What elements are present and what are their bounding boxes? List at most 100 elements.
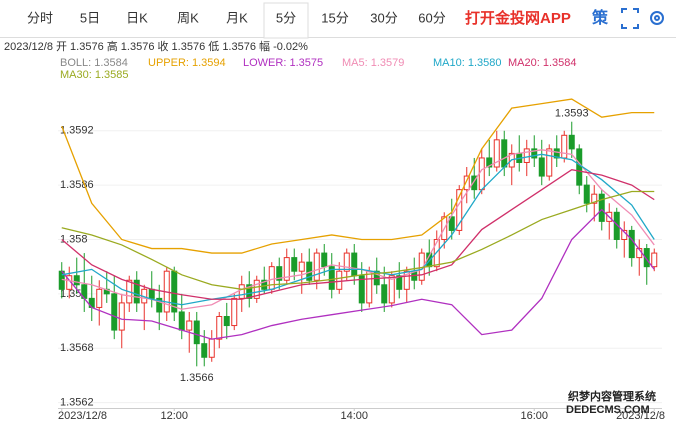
- tab-bar: [0, 0, 676, 38]
- candle-body: [531, 148, 538, 159]
- indicator-line: [61, 190, 655, 290]
- indicator-line: [61, 169, 655, 300]
- candle-body: [216, 315, 223, 340]
- indicator-line: [61, 208, 655, 340]
- candle-body: [501, 139, 508, 168]
- candle-body: [358, 275, 365, 304]
- candle-body: [261, 279, 268, 290]
- strategy-button[interactable]: 策: [591, 8, 609, 27]
- candle-body: [321, 252, 328, 268]
- candle-body: [96, 288, 103, 308]
- x-tick-label: 12:00: [160, 410, 188, 422]
- candle-body: [231, 297, 238, 327]
- indicator-line: [61, 153, 655, 306]
- candle-body: [133, 279, 140, 304]
- watermark: DEDECMS.COM: [566, 404, 650, 416]
- candle-body: [328, 266, 335, 290]
- annotation: 1.3593: [555, 108, 589, 120]
- x-tick-label: 16:00: [520, 410, 548, 422]
- plot-area: 1.3592 1.3586 1.358 1.357 1.3568 1.3562 2023/1…: [58, 98, 665, 422]
- candle-body: [351, 252, 358, 277]
- candle-body: [456, 189, 463, 231]
- x-tick-label: 14:00: [340, 410, 368, 422]
- candle-body: [73, 275, 80, 286]
- candle-body: [111, 293, 118, 331]
- candle-body: [208, 338, 215, 358]
- candle-body: [193, 320, 200, 345]
- candle-body: [343, 252, 350, 272]
- candle-body: [396, 275, 403, 290]
- candle-body: [651, 252, 658, 268]
- tab[interactable]: 5日: [80, 10, 100, 25]
- y-tick-label: 1.358: [60, 233, 88, 245]
- candle-body: [486, 157, 493, 168]
- y-tick-label: 1.357: [60, 288, 88, 300]
- candle-body: [148, 288, 155, 299]
- candle-body: [268, 266, 275, 290]
- tab[interactable]: 5分: [276, 10, 296, 25]
- candle-body: [538, 157, 545, 177]
- tab[interactable]: 分时: [27, 10, 53, 25]
- candle-body: [493, 139, 500, 168]
- candle-body: [283, 257, 290, 281]
- y-tick-label: 1.3586: [60, 179, 94, 191]
- candle-body: [201, 343, 208, 358]
- candle-body: [388, 275, 395, 304]
- candle-body: [448, 216, 455, 231]
- y-tick-label: 1.3568: [60, 342, 94, 354]
- candle-body: [561, 134, 568, 159]
- annotation: 1.3566: [180, 372, 214, 384]
- legend-entry: MA5: 1.3579: [342, 57, 404, 69]
- candle-body: [613, 211, 620, 240]
- candle-body: [568, 134, 575, 150]
- info-line: 2023/12/8 开 1.3576 高 1.3576 收 1.3576 低 1…: [4, 39, 308, 53]
- candle-body: [253, 279, 260, 299]
- legend-entry: UPPER: 1.3594: [148, 57, 226, 69]
- legend-entry: MA20: 1.3584: [508, 57, 577, 69]
- candle-body: [223, 315, 230, 327]
- app-link[interactable]: 打开金投网APP: [465, 9, 571, 27]
- candle-body: [523, 148, 530, 163]
- candle-body: [156, 297, 163, 313]
- candle-body: [628, 229, 635, 259]
- candle-body: [276, 266, 283, 281]
- candle-body: [246, 284, 253, 299]
- indicator-line: [61, 98, 655, 254]
- candle-body: [546, 148, 553, 177]
- tab[interactable]: 周K: [177, 10, 199, 25]
- candle-body: [381, 284, 388, 304]
- tab[interactable]: 60分: [418, 10, 445, 25]
- candle-body: [291, 257, 298, 272]
- tab[interactable]: 月K: [226, 10, 248, 25]
- candle-body: [478, 157, 485, 191]
- settings-icon[interactable]: [650, 11, 664, 25]
- x-tick-label: 2023/12/8: [616, 410, 665, 422]
- candle-body: [178, 311, 185, 331]
- candle-body: [583, 184, 590, 204]
- fullscreen-icon[interactable]: [621, 8, 639, 29]
- candle-body: [238, 284, 245, 299]
- candle-body: [591, 193, 598, 204]
- active-tab: [263, 2, 309, 39]
- boll-label: BOLL: 1.3584: [60, 57, 128, 69]
- candle-body: [366, 270, 373, 304]
- candle-body: [336, 270, 343, 290]
- candle-body: [576, 148, 583, 186]
- candle-body: [463, 175, 470, 191]
- candle-body: [186, 320, 193, 331]
- legend-entry: LOWER: 1.3575: [243, 57, 323, 69]
- y-tick-label: 1.3562: [60, 396, 94, 408]
- candle-body: [643, 248, 650, 268]
- candle-body: [403, 270, 410, 290]
- legend-entry: MA30: 1.3585: [60, 69, 129, 81]
- tab[interactable]: 30分: [370, 10, 397, 25]
- tab[interactable]: 15分: [321, 10, 348, 25]
- candle-body: [471, 175, 478, 191]
- legend-entry: MA10: 1.3580: [433, 57, 502, 69]
- candle-body: [598, 193, 605, 222]
- candle-body: [313, 252, 320, 281]
- watermark: 织梦内容管理系统: [568, 389, 656, 403]
- tab[interactable]: 日K: [126, 10, 148, 25]
